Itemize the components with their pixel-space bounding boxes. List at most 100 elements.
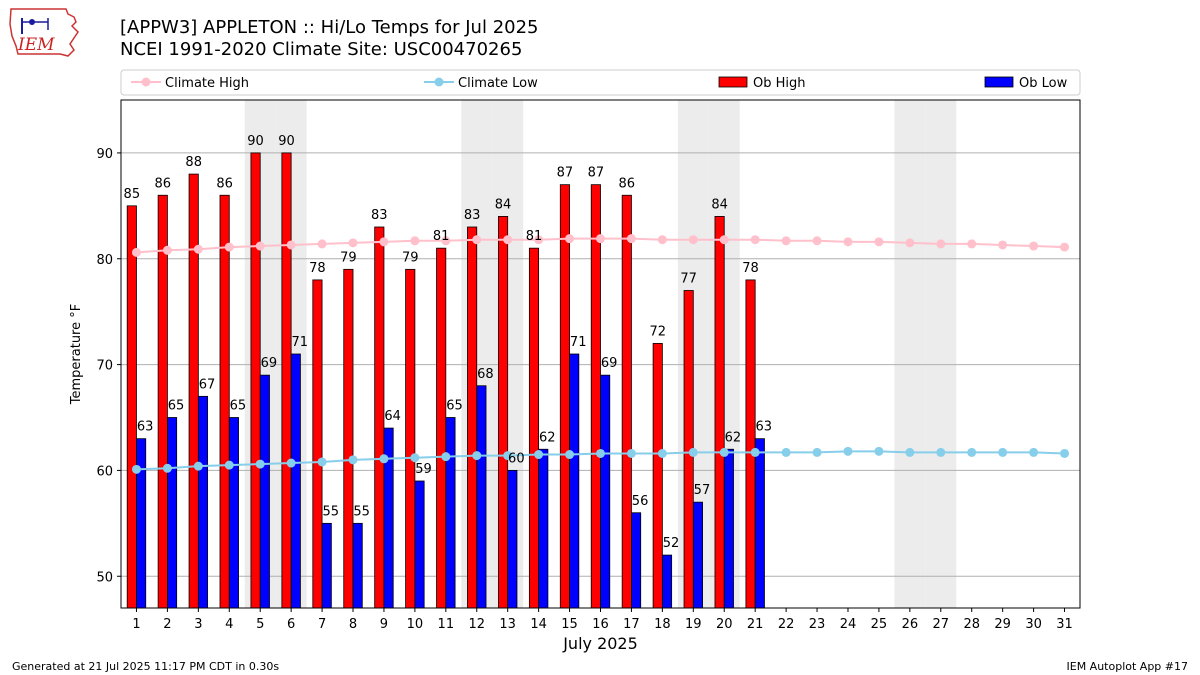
climate-high-point [410,236,420,246]
x-tick-label: 30 [1025,617,1042,632]
ob-low-label: 65 [446,399,463,414]
x-tick-label: 8 [349,617,357,632]
climate-high-point [874,237,884,247]
climate-high-point [193,244,203,254]
ob-low-label: 63 [756,420,773,435]
ob-high-label: 79 [402,250,419,265]
ob-high-label: 81 [433,229,450,244]
climate-high-point [812,236,822,246]
ob-low-bar [631,512,642,609]
climate-low-point [503,451,513,461]
y-axis-label: Temperature °F [69,304,84,405]
climate-low-point [193,461,203,471]
ob-low-bar [445,417,456,609]
ob-high-label: 78 [742,261,759,276]
climate-low-point [286,458,296,468]
ob-high-bar [652,343,663,609]
ob-low-label: 71 [570,335,587,350]
ob-low-label: 71 [292,335,309,350]
ob-high-label: 78 [309,261,326,276]
ob-low-label: 55 [353,504,370,519]
ob-high-label: 87 [588,166,605,181]
climate-low-point [781,447,791,457]
climate-high-point [441,236,451,246]
ob-high-label: 90 [278,134,295,149]
climate-low-point [1029,447,1039,457]
ob-low-bar [661,554,673,609]
ob-low-label: 65 [168,399,185,414]
ob-high-bar [405,268,416,609]
climate-high-point [843,237,853,247]
climate-low-point [874,446,884,456]
x-tick-label: 29 [994,617,1011,632]
legend-label: Climate Low [458,76,538,91]
climate-high-point [534,235,544,245]
climate-high-point [781,236,791,246]
ob-low-label: 57 [694,483,711,498]
x-tick-label: 21 [747,617,764,632]
ob-high-bar [745,279,756,609]
ob-low-label: 55 [322,504,339,519]
climate-high-point [565,234,575,244]
climate-high-point [626,234,636,244]
ob-high-label: 83 [464,208,481,223]
chart-subtitle: NCEI 1991-2020 Climate Site: USC00470265 [120,39,523,60]
x-tick-label: 3 [194,617,202,632]
ob-low-label: 62 [725,430,742,445]
ob-high-bar [559,184,570,609]
ob-high-label: 77 [680,272,697,287]
ob-high-label: 86 [619,176,636,191]
x-tick-label: 7 [318,617,326,632]
ob-low-bar [290,353,301,609]
climate-high-point [936,239,946,249]
app-credit: IEM Autoplot App #17 [1066,660,1189,673]
ob-high-label: 85 [124,187,141,202]
climate-high-point [1060,242,1070,252]
climate-low-point [719,447,729,457]
plot-frame [120,99,1081,609]
svg-text:IEM: IEM [17,35,55,55]
x-tick-label: 31 [1056,617,1073,632]
ob-high-bar [714,216,725,609]
ob-low-bar [754,438,765,609]
x-tick-label: 24 [840,617,857,632]
climate-low-point [596,448,605,458]
x-tick-label: 4 [225,617,233,632]
climate-low-point [410,453,420,463]
x-axis-label: July 2025 [562,634,638,653]
ob-high-label: 87 [557,166,574,181]
ob-low-label: 63 [137,420,154,435]
legend-marker [434,77,444,87]
climate-low-point [688,447,698,457]
climate-low-point [626,448,636,458]
ob-high-bar [126,205,137,609]
ob-high-bar [312,279,323,609]
x-tick-label: 15 [561,617,578,632]
weekend-band [894,100,926,608]
ob-high-bar [498,216,509,609]
legend-label: Ob High [753,76,806,91]
ob-low-label: 69 [261,356,278,371]
ob-high-bar [590,184,601,609]
ob-high-bar [281,152,292,609]
climate-low-point [162,463,172,473]
x-tick-label: 20 [716,617,733,632]
y-tick-label: 90 [96,147,113,162]
climate-low-point [131,464,141,474]
x-tick-label: 26 [902,617,919,632]
ob-low-bar [259,374,270,609]
climate-low-point [224,460,234,470]
ob-high-label: 72 [649,324,666,339]
x-tick-label: 27 [933,617,950,632]
ob-low-label: 65 [230,399,247,414]
x-tick-label: 13 [499,617,516,632]
climate-high-point [750,235,760,245]
iem-logo: IEM [9,8,79,57]
climate-low-point [317,457,327,467]
x-tick-label: 23 [809,617,826,632]
ob-low-bar [321,522,332,609]
legend-swatch [718,76,748,88]
ob-high-label: 86 [216,176,233,191]
climate-low-point [255,459,265,469]
climate-high-point [255,241,265,251]
